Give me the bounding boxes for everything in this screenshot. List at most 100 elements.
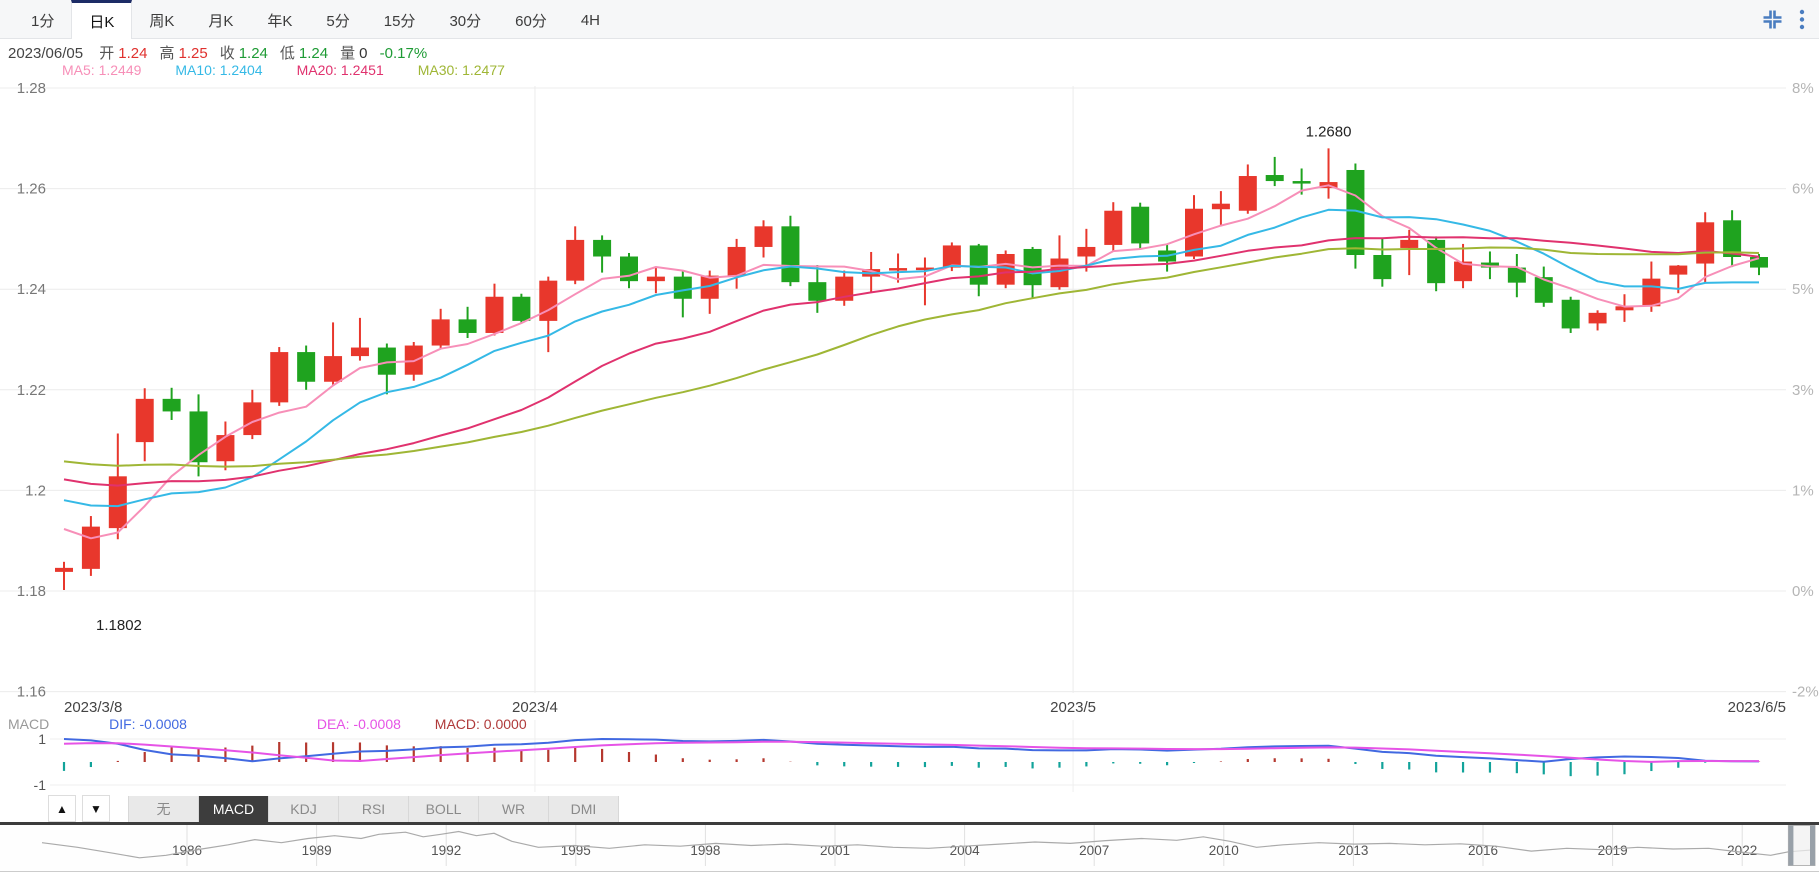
quote-date: 2023/06/05 [8, 45, 84, 62]
candle-body [1696, 222, 1715, 264]
quote-field-label: 开 [99, 45, 115, 62]
navigator-year-label: 2001 [820, 843, 850, 858]
indicator-tab-DMI[interactable]: DMI [549, 795, 619, 822]
candle-body [1507, 267, 1526, 283]
candle-body [1077, 246, 1096, 257]
candle-body [646, 276, 665, 282]
ma5-line [63, 184, 1760, 540]
quote-field-value: 0 [359, 45, 368, 62]
ma-legend-item: MA30: 1.2477 [417, 62, 505, 78]
candle-body [889, 268, 908, 271]
period-tab-5分[interactable]: 5分 [326, 13, 350, 30]
macd-axis-max: 1 [38, 731, 46, 747]
period-tab-1分[interactable]: 1分 [31, 13, 55, 30]
history-navigator: 1986 1989 1992 1995 1998 2001 2004 2007 2010 2013… [0, 822, 1819, 872]
candle-body [1292, 181, 1311, 184]
navigator-handle-right[interactable] [1810, 825, 1815, 866]
quote-field-label: 量 [340, 45, 356, 62]
candle-body [781, 226, 800, 283]
indicator-tab-MACD[interactable]: MACD [199, 795, 269, 822]
candle-body [915, 267, 934, 271]
macd-dif-value: DIF: -0.0008 [109, 716, 187, 732]
navigator-handle-left[interactable] [1788, 825, 1794, 866]
macd-dif-line [63, 738, 1760, 763]
x-axis-label: 2023/3/8 [64, 699, 122, 716]
candle-body [996, 253, 1015, 285]
collapse-icon[interactable] [1762, 9, 1783, 30]
candle-body [593, 239, 612, 257]
quote-change: -0.17% [379, 45, 428, 62]
candle-body [458, 319, 477, 333]
macd-axis-min: -1 [34, 777, 47, 793]
macd-legend-row: MACD DIF: -0.0008 DEA: -0.0008 MACD: 0.0… [8, 716, 557, 734]
period-tab-日K[interactable]: 日K [71, 0, 133, 39]
candle-body [1265, 175, 1284, 182]
price-candlestick-chart[interactable]: 1.28 8% 1.26 6% 1.24 5% 1.22 3% 1.2 1% 1.18 0% 1.16 -… [0, 80, 1819, 717]
ma20-line [63, 235, 1760, 487]
quote-field-label: 收 [219, 45, 235, 62]
period-tab-4H[interactable]: 4H [580, 12, 600, 29]
candle-body [1561, 299, 1580, 329]
candle-body [1669, 265, 1688, 275]
y-axis-right-label: 1% [1792, 482, 1814, 499]
quote-field-value: 1.24 [238, 45, 268, 62]
indicator-tab-RSI[interactable]: RSI [339, 795, 409, 822]
candle-body [297, 352, 316, 382]
y-axis-left-label: 1.22 [17, 382, 46, 399]
candle-body [377, 347, 396, 375]
y-axis-right-label: -2% [1792, 684, 1819, 701]
y-axis-right-label: 0% [1792, 583, 1814, 600]
candle-body [243, 402, 262, 436]
period-tabs: 1分 日K 周K 月K 年K 5分 15分 30分 60分 4H [14, 0, 617, 39]
period-tab-30分[interactable]: 30分 [449, 13, 482, 30]
candle-body [1104, 210, 1123, 245]
ma10-line [63, 208, 1759, 508]
navigator-year-label: 2016 [1468, 843, 1498, 858]
toolbar-icons [1762, 0, 1805, 38]
navigator-chart[interactable]: 1986 1989 1992 1995 1998 2001 2004 2007 2010 2013… [0, 825, 1819, 866]
ma-legend-row: MA5: 1.2449 MA10: 1.2404 MA20: 1.2451 MA30:… [62, 62, 539, 80]
y-axis-left-label: 1.24 [17, 281, 46, 298]
candle-body [700, 275, 719, 299]
navigator-year-label: 2019 [1598, 843, 1628, 858]
candle-body [1723, 220, 1742, 258]
macd-dea-value: DEA: -0.0008 [316, 716, 401, 732]
ma-legend-item: MA20: 1.2451 [296, 62, 384, 78]
pane-down-arrow-button[interactable]: ▼ [82, 795, 110, 822]
pane-up-arrow-button[interactable]: ▲ [48, 795, 76, 822]
candle-body [1427, 239, 1446, 284]
candle-body [673, 276, 692, 299]
kebab-menu-icon[interactable] [1799, 9, 1805, 30]
candle-body [1211, 203, 1230, 210]
y-axis-left-label: 1.28 [17, 80, 46, 97]
period-tab-15分[interactable]: 15分 [383, 13, 416, 30]
macd-dea-line [63, 740, 1759, 763]
navigator-year-label: 2010 [1209, 843, 1239, 858]
macd-indicator-pane[interactable]: 1 -1 [0, 718, 1819, 796]
indicator-tab-WR[interactable]: WR [479, 795, 549, 822]
indicator-tab-BOLL[interactable]: BOLL [409, 795, 479, 822]
period-tab-年K[interactable]: 年K [267, 13, 293, 30]
candle-body [1480, 262, 1499, 268]
indicator-tab-KDJ[interactable]: KDJ [269, 795, 339, 822]
candlesticks-layer [55, 148, 1768, 590]
y-axis-left-label: 1.26 [17, 181, 46, 198]
period-tab-周K[interactable]: 周K [149, 13, 175, 30]
candle-body [350, 347, 369, 357]
period-tab-60分[interactable]: 60分 [515, 13, 547, 30]
candle-body [969, 245, 988, 285]
macd-pane-title: MACD [8, 716, 50, 732]
macd-macd-value: MACD: 0.0000 [434, 716, 527, 732]
navigator-year-label: 1992 [431, 843, 461, 858]
candle-body [135, 398, 154, 443]
indicator-tab-无[interactable]: 无 [128, 795, 199, 822]
candle-body [754, 226, 773, 247]
candle-body [512, 296, 531, 321]
candle-body [1238, 176, 1257, 211]
period-tab-月K[interactable]: 月K [208, 13, 234, 30]
indicator-tabs: 无 MACD KDJ RSI BOLL WR DMI [110, 795, 619, 822]
quote-field-label: 高 [159, 45, 175, 62]
candle-body [431, 319, 450, 346]
candle-body [1750, 257, 1768, 268]
